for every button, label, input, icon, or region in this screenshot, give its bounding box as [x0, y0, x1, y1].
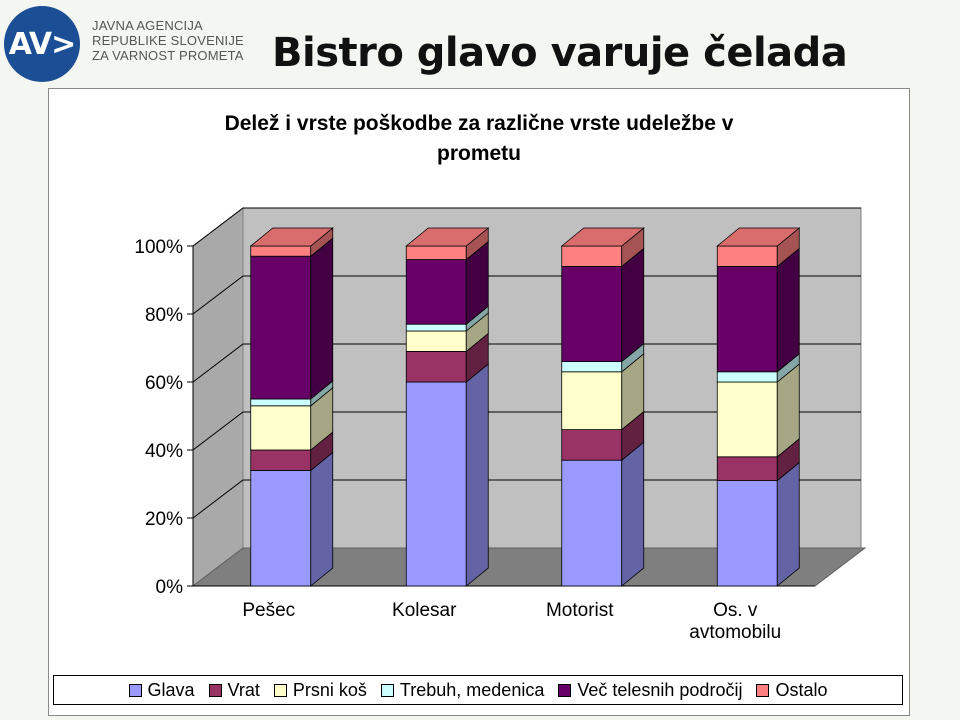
legend-item: Vrat	[208, 679, 260, 701]
gridline	[192, 343, 861, 383]
bar-side-glava	[776, 461, 800, 587]
x-tick-label: Motorist	[546, 600, 614, 621]
bar-trebuh-medenica	[405, 323, 467, 332]
y-tick-label: 100%	[134, 237, 183, 258]
x-tick-label: avtomobilu	[689, 622, 781, 643]
bar-vrat	[716, 456, 778, 481]
slide-title: Bistro glavo varuje čelada	[272, 30, 848, 76]
bar-prsni-ko	[716, 381, 778, 458]
agency-name-line-1: JAVNA AGENCIJA	[92, 18, 203, 33]
y-tick-label: 80%	[145, 305, 183, 326]
bar-glava	[716, 480, 778, 587]
y-tick-label: 40%	[145, 441, 183, 462]
chart-legend: Glava Vrat Prsni koš Trebuh, medenica Več te…	[53, 675, 903, 705]
y-tick-label: 0%	[156, 577, 184, 598]
legend-swatch	[208, 683, 222, 697]
bar-ostalo	[250, 245, 312, 257]
bar-top-ostalo	[560, 227, 645, 247]
legend-label: Vrat	[227, 679, 260, 700]
legend-swatch	[380, 683, 394, 697]
agency-name: JAVNA AGENCIJA REPUBLIKE SLOVENIJE ZA VA…	[92, 18, 244, 63]
bar-side-glava	[621, 441, 645, 587]
bar-trebuh-medenica	[250, 398, 312, 407]
legend-label: Trebuh, medenica	[399, 679, 545, 700]
bar-side-glava	[465, 363, 489, 587]
legend-label: Ostalo	[775, 679, 828, 700]
agency-logo: AV>	[4, 6, 80, 82]
bar-top-ostalo	[405, 227, 490, 247]
chart-title-line-1: Delež i vrste poškodbe za različne vrste…	[224, 112, 734, 135]
bar-side-glava	[310, 451, 334, 587]
legend-item: Trebuh, medenica	[380, 679, 545, 701]
bar-trebuh-medenica	[561, 361, 623, 373]
legend-item: Prsni koš	[273, 679, 367, 701]
agency-name-line-3: ZA VARNOST PROMETA	[92, 48, 244, 63]
bar-vrat	[250, 449, 312, 471]
x-tick-label: Pešec	[242, 600, 295, 621]
bar-ve-telesnih-podro-ij	[561, 265, 623, 362]
bar-trebuh-medenica	[716, 371, 778, 383]
chart-title-line-2: prometu	[437, 142, 521, 165]
gridline	[192, 479, 861, 519]
bar-prsni-ko	[405, 330, 467, 352]
legend-item: Ostalo	[756, 680, 827, 701]
legend-label: Prsni koš	[292, 679, 367, 700]
bar-ostalo	[405, 245, 467, 261]
y-tick-label: 60%	[145, 373, 183, 394]
gridline	[192, 207, 861, 247]
bar-glava	[561, 459, 623, 587]
bar-ostalo	[716, 245, 778, 267]
agency-name-line-2: REPUBLIKE SLOVENIJE	[92, 33, 244, 48]
gridline	[192, 411, 861, 451]
bar-prsni-ko	[561, 371, 623, 430]
stacked-bar-plot: 0% 20% 40% 60% 80% 100% Pešec Kolesar Motorist Os…	[134, 206, 867, 643]
bar-glava	[405, 381, 467, 587]
legend-swatch	[128, 683, 142, 697]
bar-ve-telesnih-podro-ij	[716, 265, 778, 373]
bar-top-ostalo	[249, 227, 334, 247]
legend-swatch	[756, 683, 770, 697]
legend-label: Glava	[147, 679, 195, 700]
bar-side-ve-telesnih-podro-ij	[776, 247, 800, 373]
chart-side-wall	[192, 206, 244, 588]
gridline	[192, 275, 861, 315]
bar-glava	[250, 469, 312, 587]
y-tick-label: 20%	[145, 509, 183, 530]
bar-ostalo	[561, 245, 623, 267]
legend-swatch	[558, 683, 572, 697]
bar-vrat	[405, 350, 467, 383]
legend-label: Več telesnih področij	[577, 679, 743, 700]
legend-item: Več telesnih področij	[558, 680, 742, 701]
legend-swatch	[273, 683, 287, 697]
bar-ve-telesnih-podro-ij	[250, 255, 312, 400]
bar-top-ostalo	[716, 227, 801, 247]
logo-mark-text: AV>	[8, 26, 77, 62]
chart-frame: Delež i vrste poškodbe za različne vrste…	[48, 88, 910, 716]
bar-ve-telesnih-podro-ij	[405, 259, 467, 325]
x-tick-label: Os. v	[713, 600, 758, 621]
bar-prsni-ko	[250, 405, 312, 451]
chart-title: Delež i vrste poškodbe za različne vrste…	[49, 109, 909, 169]
x-tick-label: Kolesar	[392, 600, 457, 621]
bar-side-ve-telesnih-podro-ij	[310, 237, 334, 400]
bar-vrat	[561, 429, 623, 461]
bar-side-ve-telesnih-podro-ij	[621, 247, 645, 363]
legend-item: Glava	[128, 679, 195, 701]
